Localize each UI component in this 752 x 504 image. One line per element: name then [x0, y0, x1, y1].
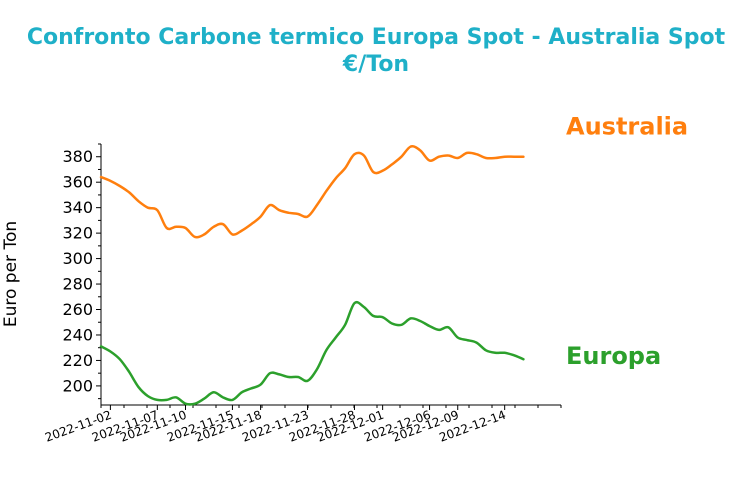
- y-axis-label: Euro per Ton: [1, 221, 21, 327]
- series-line-europa: [99, 300, 525, 406]
- axes: 2002202402602803003203403603802022-11-02…: [43, 143, 562, 445]
- series-label-europa: Europa: [566, 342, 661, 370]
- chart-title: Confronto Carbone termico Europa Spot - …: [0, 24, 752, 78]
- y-tick-label: 200: [62, 376, 93, 395]
- series-layer: [99, 145, 525, 406]
- series-label-australia: Australia: [566, 113, 688, 141]
- y-tick-label: 260: [62, 300, 93, 319]
- series-labels: Australia Europa: [566, 113, 688, 370]
- y-tick-label: 240: [62, 325, 93, 344]
- chart-title-line2: €/Ton: [342, 52, 410, 77]
- series-line-australia: [99, 145, 525, 239]
- y-tick-label: 300: [62, 249, 93, 268]
- y-tick-label: 380: [62, 147, 93, 166]
- y-tick-label: 280: [62, 275, 93, 294]
- y-tick-label: 360: [62, 173, 93, 192]
- y-tick-label: 340: [62, 198, 93, 217]
- chart-title-line1: Confronto Carbone termico Europa Spot - …: [26, 25, 726, 50]
- y-tick-label: 320: [62, 224, 93, 243]
- y-tick-label: 220: [62, 351, 93, 370]
